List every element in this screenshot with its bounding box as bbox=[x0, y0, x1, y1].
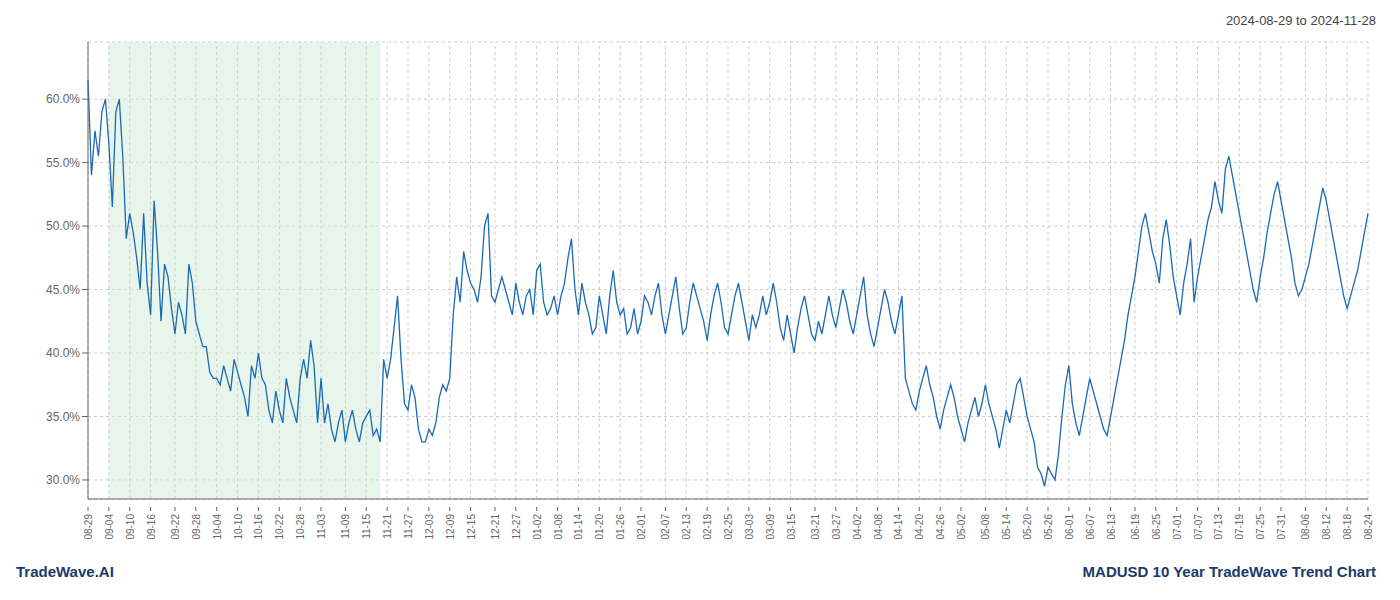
svg-text:03-21: 03-21 bbox=[810, 514, 821, 540]
svg-text:01-02: 01-02 bbox=[532, 514, 543, 540]
svg-text:02-07: 02-07 bbox=[660, 514, 671, 540]
svg-text:60.0%: 60.0% bbox=[46, 92, 80, 106]
svg-text:10-04: 10-04 bbox=[212, 514, 223, 540]
svg-text:03-03: 03-03 bbox=[744, 514, 755, 540]
svg-text:02-25: 02-25 bbox=[723, 514, 734, 540]
svg-text:04-08: 04-08 bbox=[873, 514, 884, 540]
svg-text:12-15: 12-15 bbox=[466, 514, 477, 540]
svg-text:05-02: 05-02 bbox=[956, 514, 967, 540]
svg-text:06-07: 06-07 bbox=[1085, 514, 1096, 540]
svg-text:09-16: 09-16 bbox=[146, 514, 157, 540]
html-text:2024-08-29 to 2024-11-28: 2024-08-29 to 2024-11-28 bbox=[1225, 12, 1376, 28]
svg-text:08-29: 08-29 bbox=[83, 514, 94, 540]
svg-text:09-10: 09-10 bbox=[125, 514, 136, 540]
svg-text:07-01: 07-01 bbox=[1172, 514, 1183, 540]
svg-text:07-31: 07-31 bbox=[1276, 514, 1287, 540]
svg-text:01-26: 01-26 bbox=[615, 514, 626, 540]
svg-text:08-24: 08-24 bbox=[1363, 514, 1374, 540]
svg-text:05-08: 05-08 bbox=[980, 514, 991, 540]
svg-text:06-01: 06-01 bbox=[1064, 514, 1075, 540]
svg-text:06-25: 06-25 bbox=[1151, 514, 1162, 540]
svg-text:03-15: 03-15 bbox=[786, 514, 797, 540]
svg-text:12-21: 12-21 bbox=[490, 514, 501, 540]
svg-text:01-20: 01-20 bbox=[594, 514, 605, 540]
svg-text:30.0%: 30.0% bbox=[46, 473, 80, 487]
svg-text:50.0%: 50.0% bbox=[46, 219, 80, 233]
svg-text:04-26: 04-26 bbox=[935, 514, 946, 540]
svg-text:03-09: 03-09 bbox=[765, 514, 776, 540]
svg-text:05-20: 05-20 bbox=[1022, 514, 1033, 540]
svg-text:09-28: 09-28 bbox=[191, 514, 202, 540]
svg-text:11-09: 11-09 bbox=[340, 514, 351, 539]
svg-text:02-13: 02-13 bbox=[681, 514, 692, 540]
svg-text:12-03: 12-03 bbox=[424, 514, 435, 540]
svg-text:10-10: 10-10 bbox=[233, 514, 244, 540]
svg-text:11-03: 11-03 bbox=[316, 514, 327, 539]
svg-text:09-04: 09-04 bbox=[104, 514, 115, 540]
svg-text:35.0%: 35.0% bbox=[46, 410, 80, 424]
svg-text:08-12: 08-12 bbox=[1321, 514, 1332, 540]
svg-text:04-14: 04-14 bbox=[893, 514, 904, 540]
svg-text:11-27: 11-27 bbox=[403, 514, 414, 539]
svg-text:08-06: 08-06 bbox=[1300, 514, 1311, 540]
svg-text:45.0%: 45.0% bbox=[46, 283, 80, 297]
svg-text:04-02: 04-02 bbox=[852, 514, 863, 540]
svg-text:11-15: 11-15 bbox=[361, 514, 372, 539]
svg-text:12-27: 12-27 bbox=[511, 514, 522, 540]
svg-text:04-20: 04-20 bbox=[914, 514, 925, 540]
svg-text:07-25: 07-25 bbox=[1255, 514, 1266, 540]
svg-text:11-21: 11-21 bbox=[382, 514, 393, 539]
svg-text:07-19: 07-19 bbox=[1234, 514, 1245, 540]
svg-text:01-14: 01-14 bbox=[573, 514, 584, 540]
svg-text:09-22: 09-22 bbox=[170, 514, 181, 540]
svg-text:02-19: 02-19 bbox=[702, 514, 713, 540]
svg-text:07-13: 07-13 bbox=[1213, 514, 1224, 540]
svg-text:10-28: 10-28 bbox=[295, 514, 306, 540]
svg-text:08-18: 08-18 bbox=[1342, 514, 1353, 540]
svg-text:07-07: 07-07 bbox=[1193, 514, 1204, 540]
svg-text:10-16: 10-16 bbox=[253, 514, 264, 540]
svg-text:02-01: 02-01 bbox=[636, 514, 647, 540]
svg-text:06-19: 06-19 bbox=[1130, 514, 1141, 540]
svg-text:40.0%: 40.0% bbox=[46, 346, 80, 360]
html-text:MADUSD 10 Year TradeWave Trend: MADUSD 10 Year TradeWave Trend Chart bbox=[1082, 562, 1376, 580]
svg-text:01-08: 01-08 bbox=[553, 514, 564, 540]
svg-text:05-26: 05-26 bbox=[1043, 514, 1054, 540]
svg-text:03-27: 03-27 bbox=[831, 514, 842, 540]
svg-text:10-22: 10-22 bbox=[274, 514, 285, 540]
svg-text:06-13: 06-13 bbox=[1106, 514, 1117, 540]
html-text:TradeWave.AI: TradeWave.AI bbox=[16, 562, 114, 580]
svg-text:05-14: 05-14 bbox=[1001, 514, 1012, 540]
svg-text:55.0%: 55.0% bbox=[46, 156, 80, 170]
svg-text:12-09: 12-09 bbox=[445, 514, 456, 540]
